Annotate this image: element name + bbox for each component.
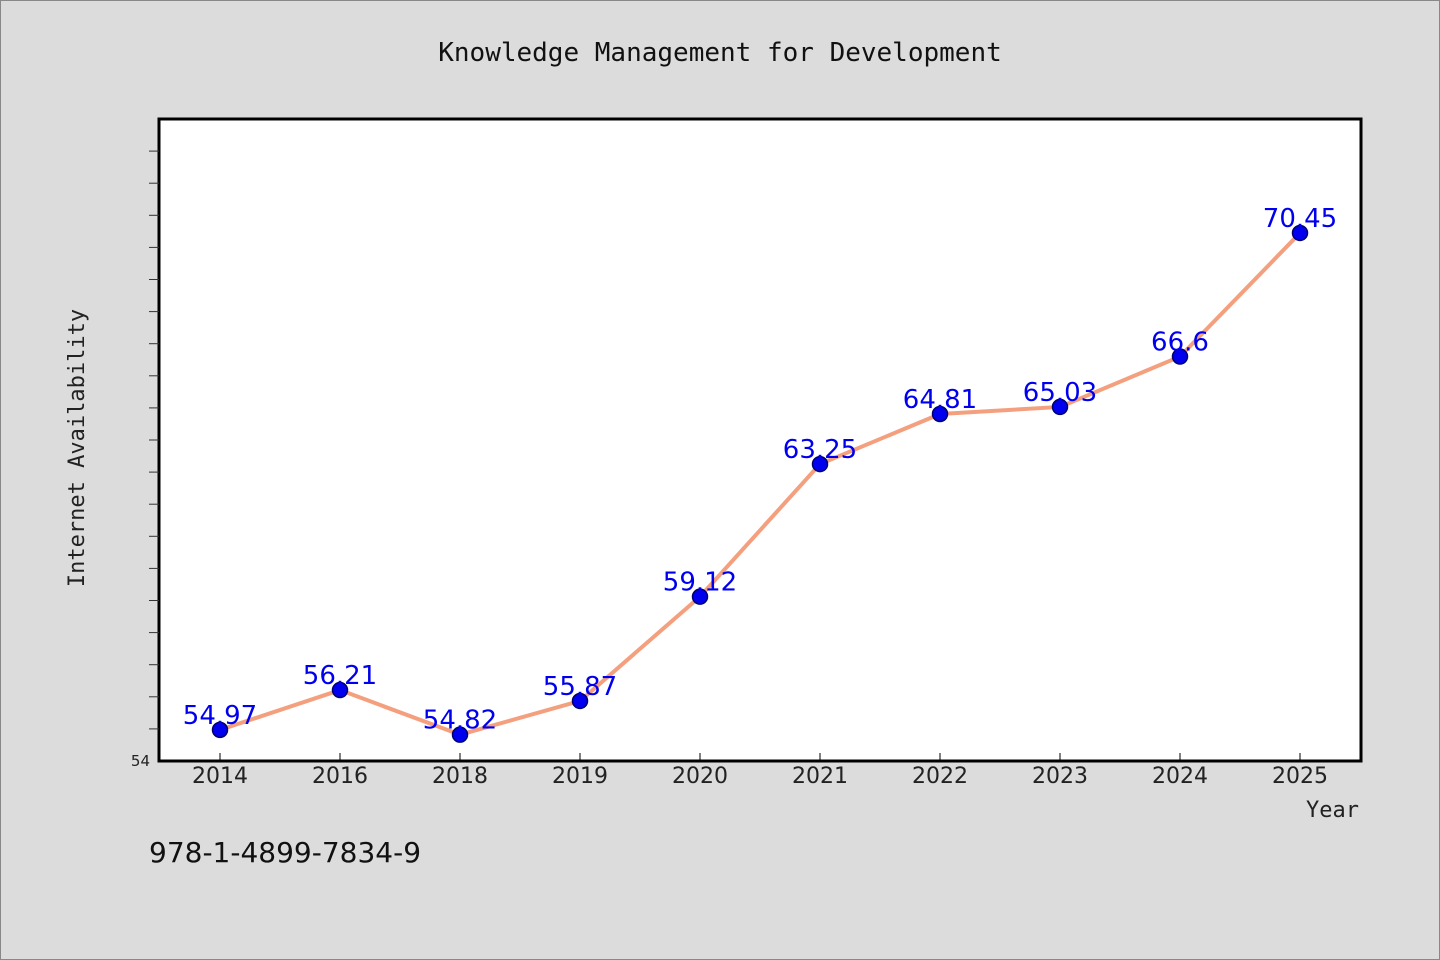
x-tick-label: 2023 xyxy=(1032,764,1088,789)
data-point xyxy=(451,726,469,743)
data-series: 54.97 56.21 54.82 55.87 59.12 63.25 64.81 65.03… xyxy=(183,204,1337,743)
data-label: 54.97 xyxy=(183,701,257,731)
data-label: 66.6 xyxy=(1151,328,1209,358)
series-line xyxy=(218,230,1302,737)
isbn-label: 978-1-4899-7834-9 xyxy=(149,836,421,869)
data-point xyxy=(811,455,829,473)
x-tick-label: 2025 xyxy=(1272,764,1328,789)
x-axis-title: Year xyxy=(1306,798,1359,823)
x-tick-label: 2020 xyxy=(672,764,728,789)
x-tick-label: 2022 xyxy=(912,764,968,789)
data-label: 55.87 xyxy=(543,672,617,702)
data-point xyxy=(571,692,589,710)
x-tick-label: 2014 xyxy=(192,764,248,789)
data-label: 63.25 xyxy=(783,435,857,465)
data-point xyxy=(1171,348,1189,365)
y-axis-ticks xyxy=(149,150,159,730)
data-point xyxy=(931,405,949,423)
x-axis-ticks: 2014 2016 2018 2019 2020 2021 2022 2023 2024 2025 xyxy=(192,753,1328,789)
data-point xyxy=(331,681,349,699)
y-axis-title: Internet Availability xyxy=(65,309,90,587)
x-tick-label: 2024 xyxy=(1152,764,1208,789)
x-tick-label: 2016 xyxy=(312,764,368,789)
x-tick-label: 2018 xyxy=(432,764,488,789)
data-label: 56.21 xyxy=(303,661,377,691)
data-point xyxy=(211,721,229,739)
x-tick-label: 2021 xyxy=(792,764,848,789)
data-label: 70.45 xyxy=(1263,204,1337,234)
data-label: 64.81 xyxy=(903,385,977,415)
data-point xyxy=(1291,224,1309,242)
data-point xyxy=(691,588,709,605)
plot-area xyxy=(157,117,1363,763)
y-tick-label: 54 xyxy=(131,752,150,770)
data-label: 59.12 xyxy=(663,568,737,598)
chart-title: Knowledge Management for Development xyxy=(438,38,1002,68)
data-label: 54.82 xyxy=(423,706,497,736)
data-point xyxy=(1051,398,1069,416)
x-tick-label: 2019 xyxy=(552,764,608,789)
data-label: 65.03 xyxy=(1023,378,1097,408)
